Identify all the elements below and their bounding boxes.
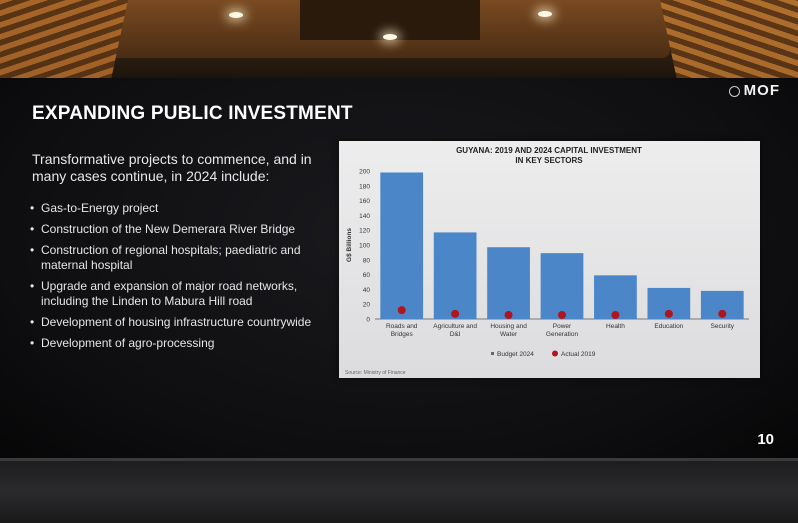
chart-panel: GUYANA: 2019 AND 2024 CAPITAL INVESTMENT… [339,141,760,378]
x-tick-label: D&I [450,331,461,338]
bar-budget-2024 [380,172,424,319]
bullet-item: Development of housing infrastructure co… [30,315,335,330]
chart-source: Source: Ministry of Finance [345,370,406,376]
bullet-item: Construction of regional hospitals; paed… [30,243,335,273]
chart-title: GUYANA: 2019 AND 2024 CAPITAL INVESTMENT [456,146,642,155]
x-tick-label: Bridges [391,331,414,338]
ceiling-recess [300,0,480,40]
bullet-item: Upgrade and expansion of major road netw… [30,279,335,309]
ceiling-light [538,11,552,17]
bullet-item: Construction of the New Demerara River B… [30,222,335,237]
bullet-list: Gas-to-Energy project Construction of th… [30,201,335,357]
ceiling-wood-panel-left [0,0,131,78]
dot-actual-2019 [397,306,406,315]
bullet-item: Gas-to-Energy project [30,201,335,216]
dot-actual-2019 [504,311,513,319]
dot-actual-2019 [611,311,620,319]
x-tick-label: Water [500,331,518,338]
dot-actual-2019 [718,309,727,318]
y-tick-label: 100 [359,243,370,250]
logo-text: MOF [743,82,780,99]
bar-budget-2024 [540,253,584,319]
legend-label-budget: Budget 2024 [497,351,534,358]
y-tick-label: 180 [359,183,370,190]
ceiling-wood-panel-right [657,0,798,78]
x-tick-label: Generation [546,331,579,338]
legend-swatch-budget [491,352,494,355]
y-tick-label: 60 [363,272,371,279]
x-tick-label: Agriculture and [433,323,477,330]
y-tick-label: 0 [366,317,370,324]
slide-intro: Transformative projects to commence, and… [32,151,312,184]
ceiling-light [229,12,243,18]
dot-actual-2019 [664,309,673,318]
slide-title: EXPANDING PUBLIC INVESTMENT [32,103,353,124]
stage-floor [0,458,798,523]
y-tick-label: 200 [359,169,370,176]
bullet-item: Development of agro-processing [30,336,335,351]
bar-budget-2024 [487,247,530,319]
y-tick-label: 20 [363,302,371,309]
dot-actual-2019 [558,311,566,319]
dot-actual-2019 [451,309,460,318]
y-tick-label: 120 [359,228,370,235]
x-tick-label: Health [606,323,625,330]
ceiling [0,0,798,78]
legend-swatch-actual [552,350,558,357]
screen-bottom-edge [0,458,798,461]
bar-chart: GUYANA: 2019 AND 2024 CAPITAL INVESTMENT… [345,146,749,376]
mof-logo: MOF [728,82,780,99]
ceiling-light [383,34,397,40]
y-tick-label: 140 [359,213,370,220]
x-tick-label: Roads and [386,323,418,330]
seal-icon [728,85,740,97]
x-tick-label: Housing and [490,323,527,330]
y-tick-label: 160 [359,198,370,205]
y-tick-label: 80 [363,257,371,264]
x-tick-label: Security [711,323,735,330]
projection-screen: MOF EXPANDING PUBLIC INVESTMENT Transfor… [0,78,798,458]
x-tick-label: Power [553,323,572,330]
y-axis-label: G$ Billions [346,228,353,262]
bar-budget-2024 [433,232,477,319]
y-tick-label: 40 [363,287,371,294]
legend-label-actual: Actual 2019 [561,351,596,358]
x-tick-label: Education [654,323,683,330]
chart-title: IN KEY SECTORS [515,156,583,165]
page-number: 10 [757,431,774,448]
